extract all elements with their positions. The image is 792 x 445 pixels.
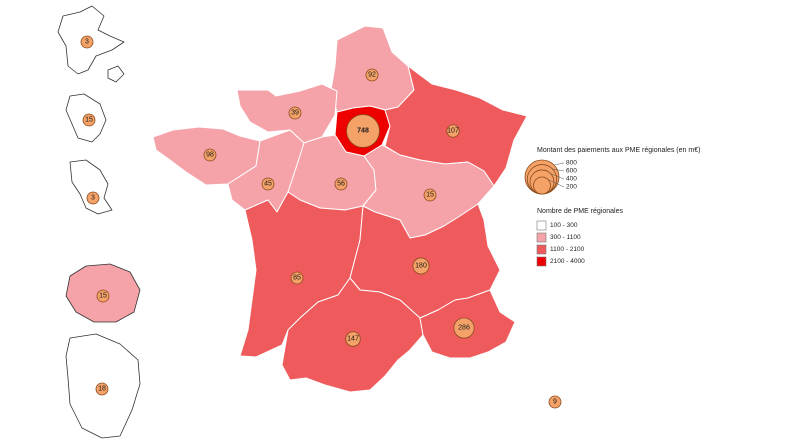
region-mayotte[interactable] [69,159,113,215]
color-legend-title: Nombre de PME régionales [537,208,623,215]
value-label-grand-est: 107 [447,128,459,135]
bubble-grand-est [446,124,460,138]
value-label-la-reunion: 15 [99,293,107,300]
overseas-insets [57,5,141,439]
bubble-guyane [95,382,109,396]
value-label-occitanie: 147 [347,336,359,343]
value-label-guyane: 18 [98,386,106,393]
size-legend-label: 200 [566,184,577,191]
color-legend-label: 100 - 300 [550,222,578,229]
value-label-centre-val-de-loire: 56 [337,181,345,188]
bubble-auvergne-rhone-alpes [412,257,430,275]
value-label-bourgogne-franche-comte: 15 [426,192,434,199]
color-legend-swatch [536,244,547,255]
color-legend-label: 2100 - 4000 [550,258,585,265]
bubble-martinique [82,113,96,127]
size-legend-title: Montant des paiements aux PME régionales… [537,147,700,154]
color-legend-swatch [536,232,547,243]
bubble-guadeloupe [80,35,94,49]
bubble-nouvelle-aquitaine [290,271,304,285]
value-label-auvergne-rhone-alpes: 180 [415,263,427,270]
size-legend-label: 600 [566,168,577,175]
size-legend-label: 800 [566,160,577,167]
label-layer: 92 39 748 107 98 45 56 15 85 180 147 286 9 3 15 3 15 18 [85,39,557,406]
bubble-mayotte [86,191,100,205]
value-label-ile-de-france: 748 [357,128,369,135]
color-legend-label: 1100 - 2100 [550,246,585,253]
bubble-bretagne [203,148,217,162]
bubble-hauts-de-france [365,68,379,82]
value-label-corse: 9 [553,399,557,406]
bubble-corse [548,395,562,409]
size-legend-leader [553,162,565,166]
size-legend-leader [552,168,565,172]
value-label-provence-alpes-cote-d-azur: 286 [458,325,470,332]
size-legend-leader [550,173,565,180]
color-legend-label: 300 - 1100 [550,234,581,241]
value-label-pays-de-la-loire: 45 [264,181,272,188]
bubble-bourgogne-franche-comte [423,188,437,202]
bubble-provence-alpes-cote-d-azur [453,317,475,339]
bubble-normandie [288,106,302,120]
size-legend-circle [533,176,551,195]
value-label-guadeloupe: 3 [85,39,89,46]
bubble-occitanie [345,331,361,347]
value-label-normandie: 39 [291,110,299,117]
bubble-la-reunion [96,289,110,303]
color-legend-swatch [536,220,547,231]
metropolitan-france [152,25,563,433]
value-label-hauts-de-france: 92 [368,72,376,79]
size-legend-leader [547,179,565,188]
value-label-bretagne: 98 [206,152,214,159]
value-label-mayotte: 3 [91,195,95,202]
region-normandie[interactable] [236,83,338,144]
value-label-martinique: 15 [85,117,93,124]
value-label-nouvelle-aquitaine: 85 [293,275,301,282]
bubble-ile-de-france [346,114,380,148]
region-guadeloupe-islet[interactable] [107,65,125,83]
color-legend: 100 - 300 300 - 1100 1100 - 2100 2100 - 400… [536,220,585,267]
bubble-layer [80,35,562,409]
color-legend-swatch [536,256,547,267]
bubble-centre-val-de-loire [334,177,348,191]
size-legend-label: 400 [566,176,577,183]
bubble-pays-de-la-loire [261,177,275,191]
legend: Montant des paiements aux PME régionales… [524,147,700,267]
